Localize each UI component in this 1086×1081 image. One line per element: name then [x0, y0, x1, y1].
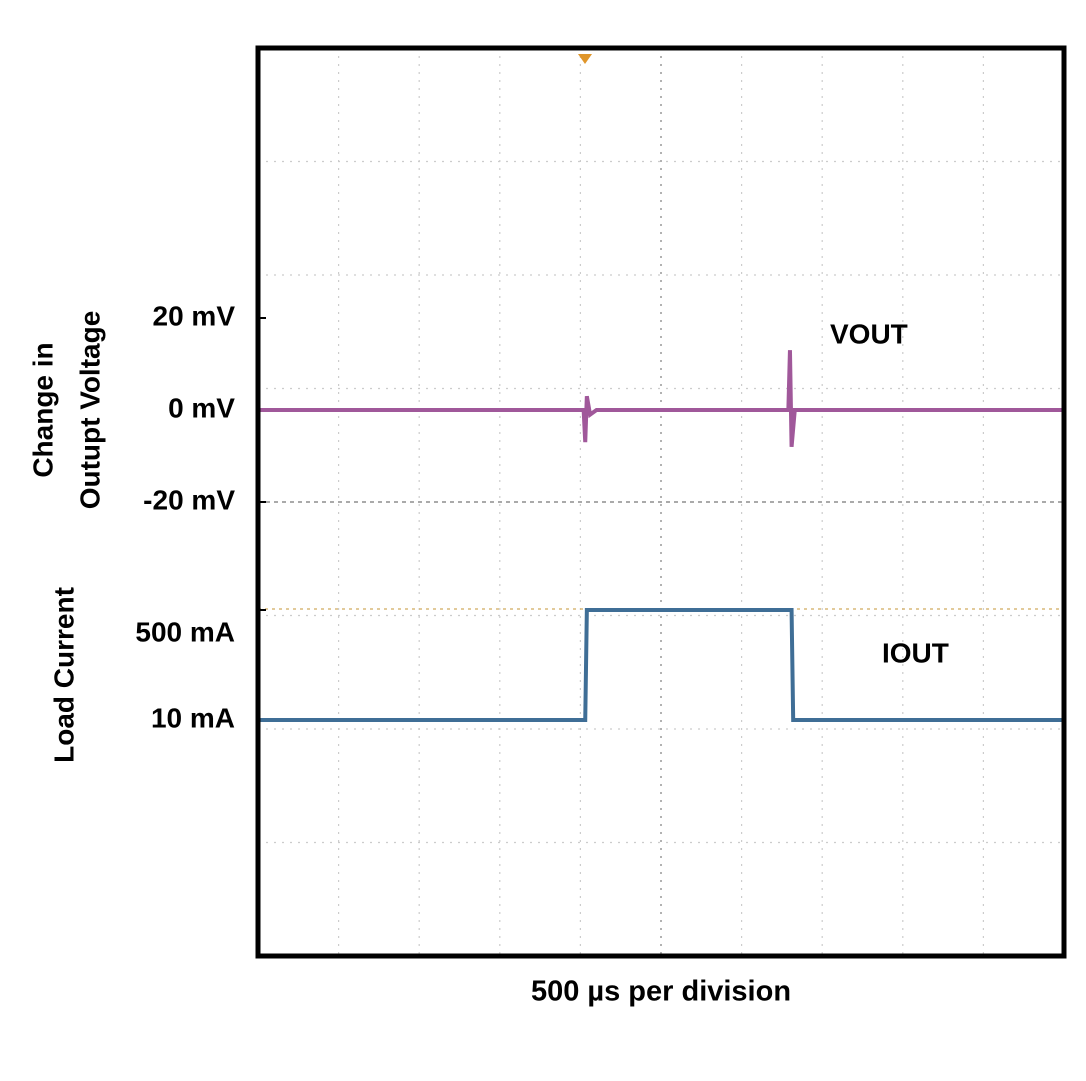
y-axis-title: Change in [27, 342, 58, 477]
y-tick-label: 0 mV [168, 392, 235, 423]
y-tick-label: -20 mV [143, 484, 235, 515]
trace [258, 350, 1064, 447]
y2-axis-title: Load Current [48, 587, 79, 763]
trace [258, 608, 1064, 722]
legend-label: VOUT [830, 318, 908, 349]
plot-frame [255, 45, 1067, 959]
y-tick-label: 20 mV [153, 300, 236, 331]
x-axis-title: 500 µs per division [531, 976, 791, 1008]
y-axis-title: Outupt Voltage [74, 311, 105, 510]
legend-label: IOUT [882, 637, 949, 668]
trigger-marker [578, 54, 592, 64]
y2-tick-label: 10 mA [151, 702, 235, 733]
y2-tick-label: 500 mA [135, 616, 235, 647]
